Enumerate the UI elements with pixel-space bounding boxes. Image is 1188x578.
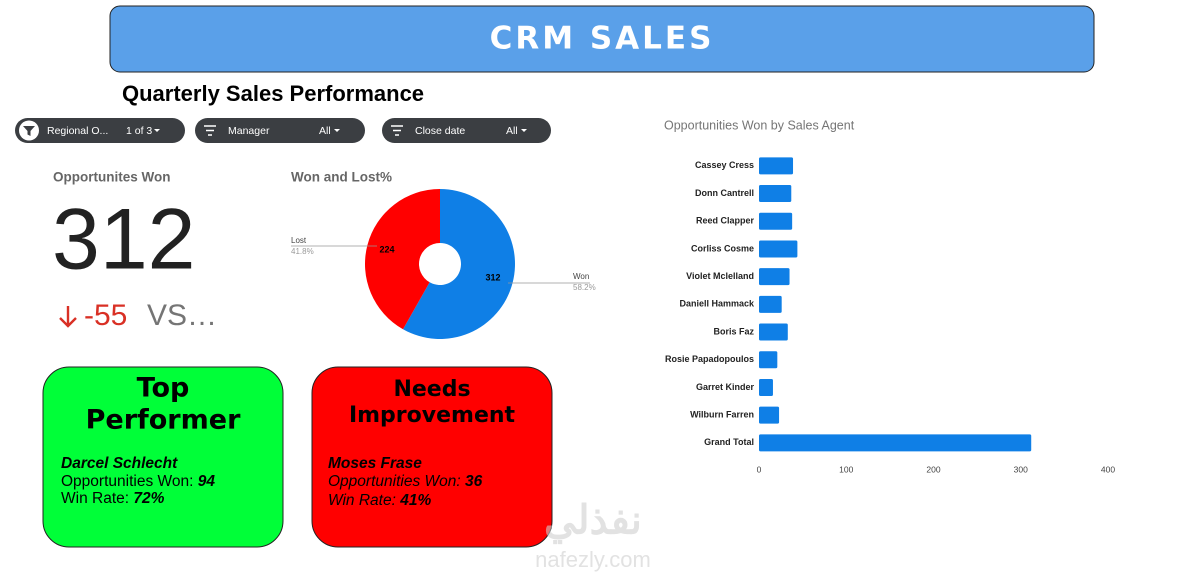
watermark: nafezly.com — [535, 547, 651, 572]
slice-percent-label: 41.8% — [291, 247, 314, 256]
bar — [759, 351, 778, 369]
watermark: نفذلي — [544, 499, 642, 545]
category-label: Reed Clapper — [696, 216, 755, 226]
filter-icon — [23, 126, 35, 136]
pie-slice — [364, 189, 440, 330]
x-tick-label: 200 — [926, 464, 940, 474]
dropdown-caret — [334, 129, 340, 132]
card-line: Opportunities Won: 94 — [61, 473, 215, 490]
down-arrow — [59, 306, 77, 328]
card-title: Top — [137, 373, 190, 404]
filter[interactable]: Manager All — [195, 118, 365, 143]
filter-label: Regional O... — [47, 125, 108, 137]
filter-value: All — [319, 125, 331, 137]
category-label: Rosie Papadopoulos — [665, 354, 754, 364]
filter[interactable]: Close date All — [382, 118, 551, 143]
card-value: 72% — [133, 490, 164, 507]
chart-title: Won and Lost% — [291, 170, 392, 185]
bar — [759, 157, 794, 175]
filter-label: Manager — [228, 125, 270, 137]
card-title: Performer — [86, 405, 241, 436]
filter-icon — [391, 125, 403, 136]
card-line: Win Rate: 41% — [328, 492, 431, 509]
card-label: Win Rate: — [61, 490, 129, 507]
x-tick-label: 100 — [839, 464, 853, 474]
slice-value-label: 312 — [485, 272, 500, 282]
card-label: Win Rate: — [328, 492, 396, 509]
dropdown-caret — [154, 129, 160, 132]
filter-icon — [204, 125, 216, 136]
bar — [759, 295, 782, 313]
kpi-comparison: VS… — [147, 299, 217, 332]
slice-category-label: Lost — [291, 236, 307, 245]
bar — [759, 212, 793, 230]
category-label: Garret Kinder — [696, 382, 755, 392]
bar — [759, 378, 773, 396]
card-line: Opportunities Won: 36 — [328, 473, 483, 490]
header-title: CRM SALES — [490, 21, 715, 57]
kpi-value: 312 — [52, 192, 196, 288]
card-line: Win Rate: 72% — [61, 490, 165, 507]
needs-improvement-card — [311, 366, 553, 548]
filter-value: All — [506, 125, 518, 137]
bar — [759, 406, 780, 424]
kpi-title: Opportunites Won — [53, 170, 171, 185]
category-label: Donn Cantrell — [695, 188, 754, 198]
x-tick-label: 0 — [757, 464, 762, 474]
top-performer-card — [42, 366, 284, 548]
slice-category-label: Won — [573, 272, 589, 281]
bar — [759, 434, 1032, 452]
category-label: Daniell Hammack — [679, 299, 755, 309]
filter-pill[interactable] — [15, 118, 185, 143]
filter-label: Close date — [415, 125, 465, 137]
filter-pill[interactable] — [382, 118, 551, 143]
chart-title: Opportunities Won by Sales Agent — [664, 118, 855, 132]
category-label: Violet Mclelland — [686, 271, 754, 281]
kpi-delta: -55 — [84, 299, 127, 332]
card-value: 41% — [399, 492, 431, 509]
pie-slice — [403, 189, 515, 339]
card-title: Needs — [393, 377, 470, 402]
filter-value: 1 of 3 — [126, 125, 152, 137]
header-banner — [109, 5, 1095, 73]
bar — [759, 323, 788, 341]
category-label: Boris Faz — [713, 326, 754, 336]
slice-value-label: 224 — [379, 244, 394, 254]
card-name: Moses Frase — [328, 455, 422, 472]
card-name: Darcel Schlecht — [61, 455, 178, 472]
category-label: Wilburn Farren — [690, 410, 754, 420]
x-tick-label: 300 — [1014, 464, 1028, 474]
bar — [759, 268, 790, 286]
bar — [759, 185, 792, 203]
category-label: Corliss Cosme — [691, 243, 754, 253]
bar — [759, 240, 798, 258]
card-title: Improvement — [349, 403, 516, 428]
slice-percent-label: 58.2% — [573, 283, 596, 292]
card-label: Opportunities Won: — [328, 473, 461, 490]
x-tick-label: 400 — [1101, 464, 1115, 474]
category-label: Grand Total — [704, 437, 754, 447]
section-title: Quarterly Sales Performance — [122, 81, 424, 106]
card-label: Opportunities Won: — [61, 473, 193, 490]
dropdown-caret — [521, 129, 527, 132]
card-value: 94 — [198, 473, 216, 490]
category-label: Cassey Cress — [695, 160, 754, 170]
filter[interactable]: Regional O... 1 of 3 — [15, 118, 185, 143]
card-value: 36 — [465, 473, 483, 490]
filter-pill[interactable] — [195, 118, 365, 143]
